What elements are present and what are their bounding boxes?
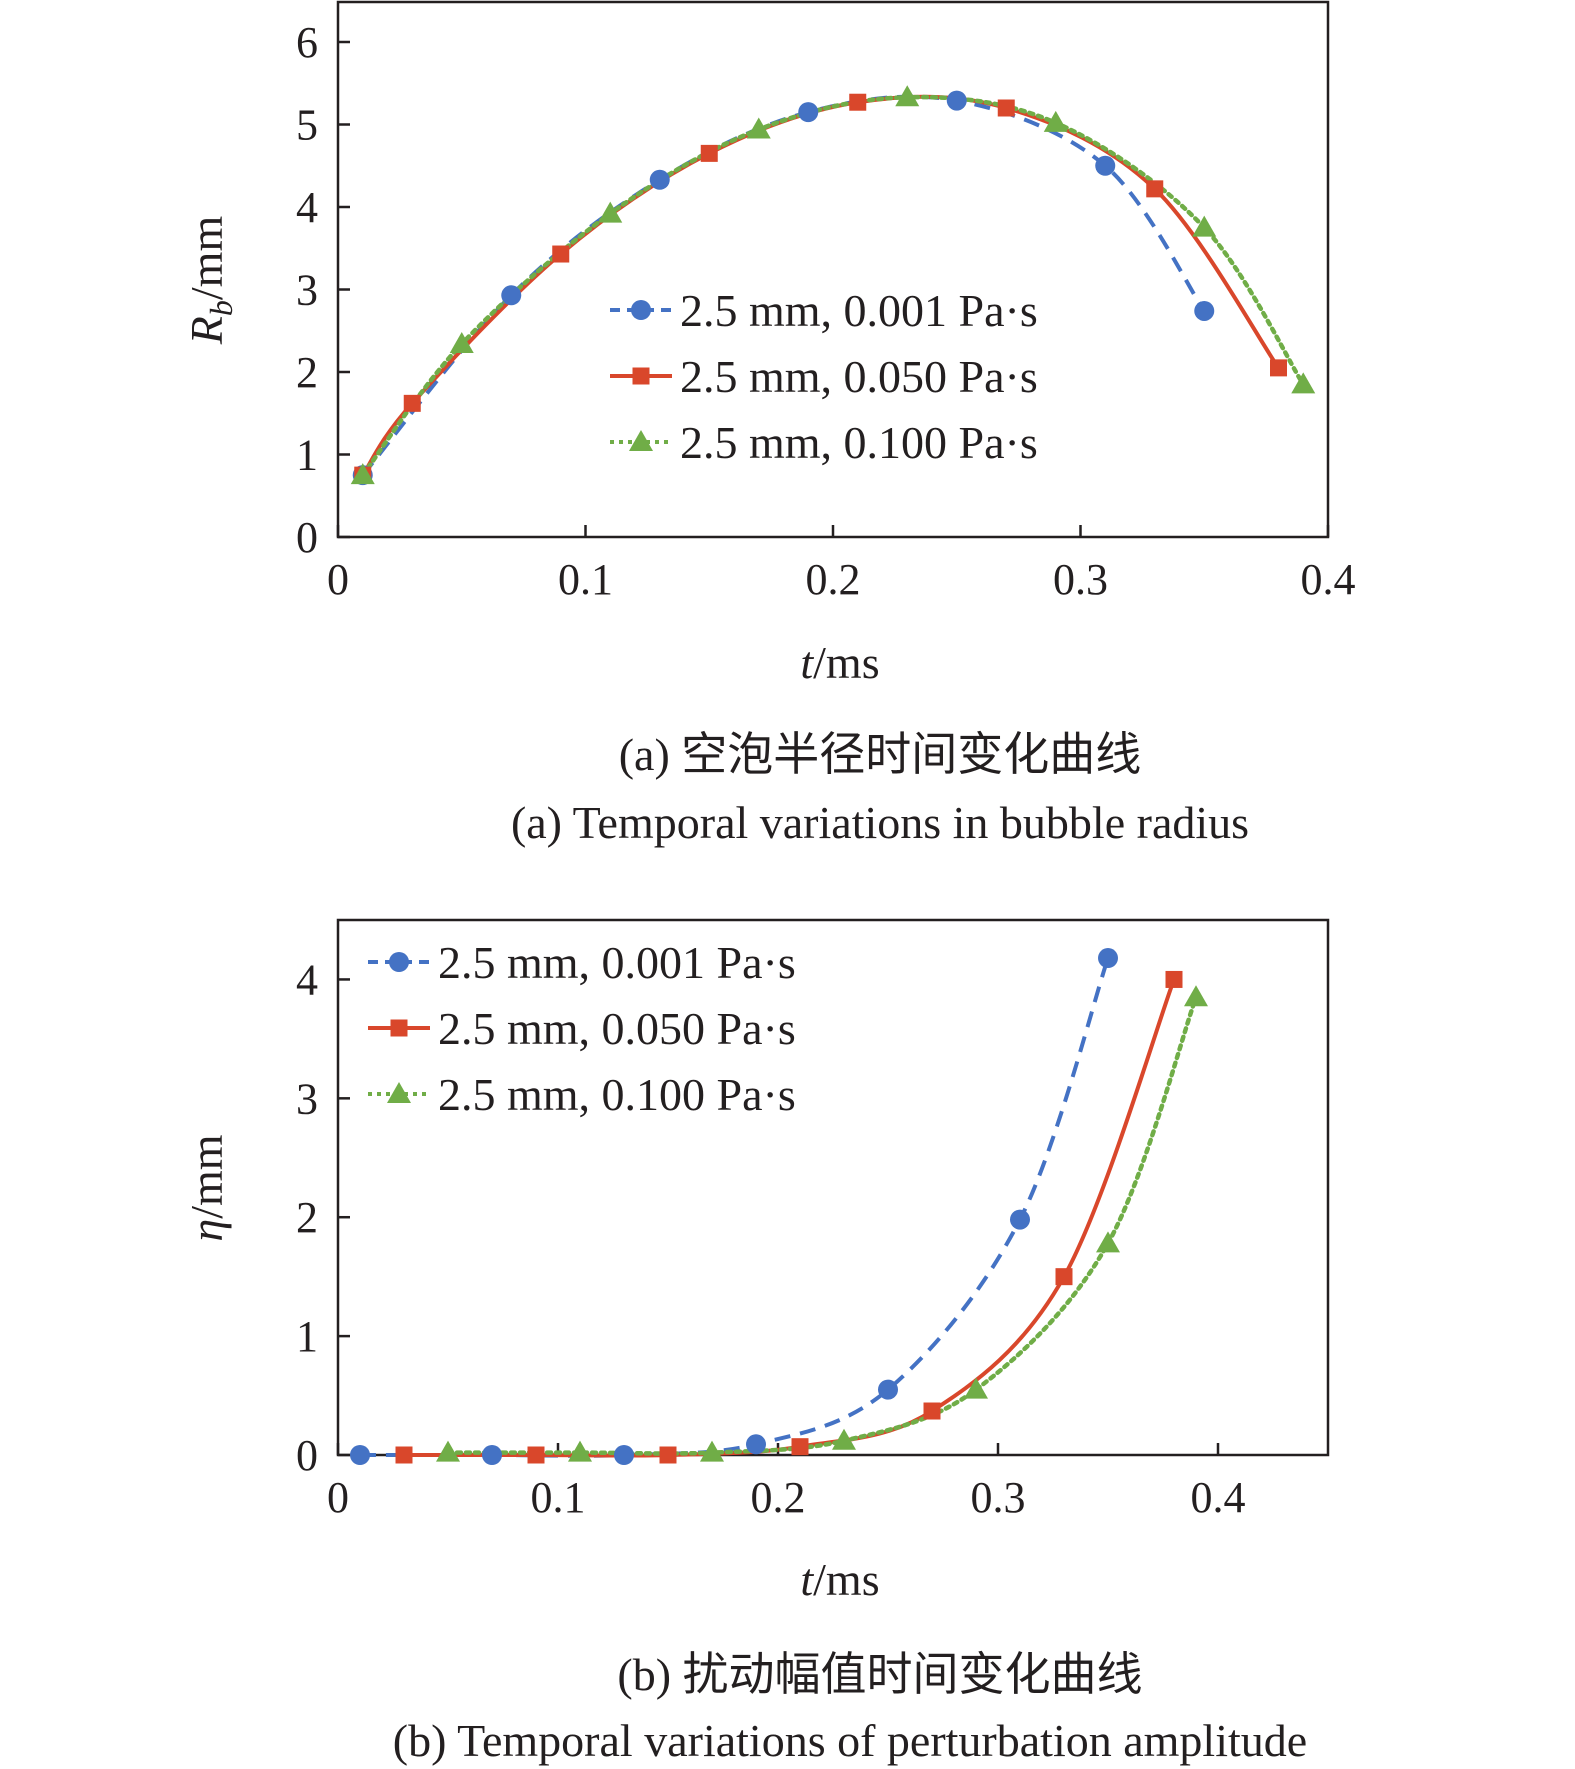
legend-marker-1 xyxy=(631,300,651,320)
x-tick-label: 0 xyxy=(327,1473,349,1522)
data-point-series-1 xyxy=(350,1445,370,1465)
data-point-series-3 xyxy=(746,117,771,139)
data-point-series-3 xyxy=(350,463,375,485)
data-point-series-3 xyxy=(436,1440,460,1462)
caption-a-en: (a) Temporal variations in bubble radius xyxy=(511,797,1249,848)
data-point-series-1 xyxy=(649,169,670,190)
data-point-series-3 xyxy=(700,1440,724,1462)
data-point-series-1 xyxy=(1010,1209,1030,1230)
x-tick-label: 0.4 xyxy=(1191,1473,1246,1522)
data-point-series-3 xyxy=(1096,1231,1120,1253)
data-point-series-3 xyxy=(568,1440,592,1462)
data-point-series-2 xyxy=(659,1446,677,1464)
y-tick-label: 4 xyxy=(296,183,318,232)
x-tick-label: 0.4 xyxy=(1301,555,1356,604)
y-tick-label: 1 xyxy=(296,431,318,480)
x-tick-label: 0.2 xyxy=(751,1473,806,1522)
data-point-series-3 xyxy=(964,1377,988,1399)
series-a xyxy=(350,85,1316,486)
data-point-series-2 xyxy=(1165,970,1183,988)
caption-b-en: (b) Temporal variations of perturbation … xyxy=(393,1715,1307,1766)
x-tick-label: 0.2 xyxy=(806,555,861,604)
data-point-series-1 xyxy=(1194,300,1215,321)
data-point-series-1 xyxy=(746,1434,766,1455)
data-point-series-2 xyxy=(403,394,421,412)
x-tick-labels-a: 0 0.1 0.2 0.3 0.4 xyxy=(327,525,1356,604)
y-axis-label-a: Rb/mm xyxy=(181,216,239,346)
legend-a: 2.5 mm, 0.001 Pa·s 2.5 mm, 0.050 Pa·s 2.5 … xyxy=(610,285,1038,468)
legend-marker-2 xyxy=(632,367,650,385)
legend-marker-3 xyxy=(629,430,653,451)
x-tick-label: 0.3 xyxy=(971,1473,1026,1522)
legend-marker-3 xyxy=(387,1082,411,1103)
legend-label-3: 2.5 mm, 0.100 Pa·s xyxy=(680,417,1038,468)
x-tick-label: 0.1 xyxy=(558,555,613,604)
data-point-series-3 xyxy=(895,85,920,107)
series-line-3 xyxy=(360,94,1306,478)
data-point-series-2 xyxy=(700,144,718,162)
caption-a-cn: (a) 空泡半径时间变化曲线 xyxy=(619,729,1142,780)
legend-b: 2.5 mm, 0.001 Pa·s 2.5 mm, 0.050 Pa·s 2.5 … xyxy=(368,937,796,1120)
data-point-series-2 xyxy=(552,245,570,263)
data-point-series-1 xyxy=(482,1445,502,1465)
caption-b-cn: (b) 扰动幅值时间变化曲线 xyxy=(617,1649,1142,1700)
data-point-series-2 xyxy=(1146,180,1164,198)
data-point-series-1 xyxy=(798,102,819,123)
y-tick-label: 0 xyxy=(296,1431,318,1480)
y-tick-label: 5 xyxy=(296,101,318,150)
data-point-series-2 xyxy=(1055,1268,1073,1286)
data-point-series-3 xyxy=(1291,372,1316,394)
data-point-series-1 xyxy=(1098,948,1118,969)
x-tick-label: 0.3 xyxy=(1053,555,1108,604)
data-point-series-3 xyxy=(1043,110,1068,132)
series-line-3 xyxy=(445,995,1199,1456)
y-tick-label: 3 xyxy=(296,266,318,315)
y-tick-label: 2 xyxy=(296,348,318,397)
legend-marker-2 xyxy=(390,1019,408,1037)
data-point-series-1 xyxy=(501,285,522,306)
y-tick-label: 3 xyxy=(296,1074,318,1123)
data-point-series-2 xyxy=(1270,359,1287,377)
y-tick-labels-a: 0 1 2 3 4 5 6 xyxy=(296,18,350,562)
panel-b-chart: 0 1 2 3 4 0 0.1 0.2 0.3 0.4 η/mm t/ms 2.5 mm, 0.… xyxy=(181,918,1330,1766)
plot-frame-b xyxy=(336,918,1330,1457)
data-point-series-1 xyxy=(946,90,967,111)
x-axis-label-b: t/ms xyxy=(800,1554,879,1605)
y-tick-labels-b: 0 1 2 3 4 xyxy=(296,955,350,1480)
panel-a-chart: 0 1 2 3 4 5 6 0 0.1 0.2 0.3 0.4 Rb/mm t/ms 2.5 mm,… xyxy=(181,0,1356,848)
legend-label-1: 2.5 mm, 0.001 Pa·s xyxy=(680,285,1038,336)
legend-label-2: 2.5 mm, 0.050 Pa·s xyxy=(680,351,1038,402)
y-tick-label: 1 xyxy=(296,1312,318,1361)
data-point-series-3 xyxy=(1184,985,1208,1007)
x-axis-label-a: t/ms xyxy=(800,637,879,688)
data-point-series-3 xyxy=(598,201,623,223)
data-point-series-2 xyxy=(791,1438,809,1456)
x-tick-labels-b: 0 0.1 0.2 0.3 0.4 xyxy=(327,1443,1246,1522)
data-point-series-2 xyxy=(395,1446,413,1464)
data-point-series-2 xyxy=(997,99,1015,117)
y-axis-label-b: η/mm xyxy=(181,1134,232,1241)
legend-marker-1 xyxy=(389,952,409,972)
data-point-series-3 xyxy=(1192,215,1217,237)
data-point-series-2 xyxy=(849,93,867,111)
legend-label-3: 2.5 mm, 0.100 Pa·s xyxy=(438,1069,796,1120)
data-point-series-2 xyxy=(527,1446,545,1464)
y-tick-label: 4 xyxy=(296,955,318,1004)
y-tick-label: 2 xyxy=(296,1193,318,1242)
series-b xyxy=(350,948,1208,1465)
legend-label-2: 2.5 mm, 0.050 Pa·s xyxy=(438,1003,796,1054)
data-point-series-1 xyxy=(614,1445,634,1465)
data-point-series-3 xyxy=(832,1428,856,1450)
legend-label-1: 2.5 mm, 0.001 Pa·s xyxy=(438,937,796,988)
data-point-series-1 xyxy=(878,1379,898,1400)
y-tick-label: 6 xyxy=(296,18,318,67)
data-point-series-1 xyxy=(1095,155,1116,176)
data-point-series-2 xyxy=(923,1402,941,1420)
x-tick-label: 0 xyxy=(327,555,349,604)
x-tick-label: 0.1 xyxy=(531,1473,586,1522)
data-point-series-3 xyxy=(449,331,474,353)
y-tick-label: 0 xyxy=(296,513,318,562)
